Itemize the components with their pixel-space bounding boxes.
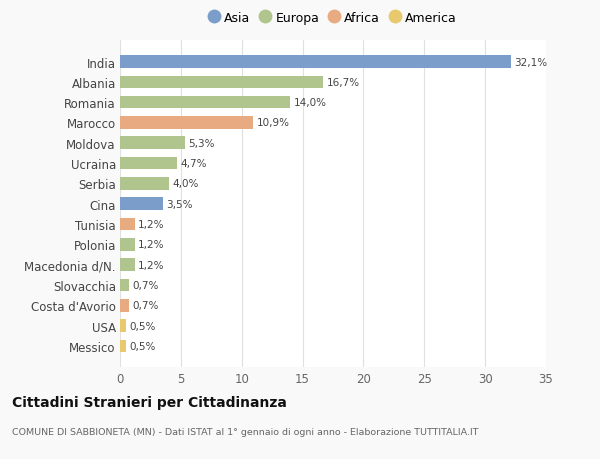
Text: 0,5%: 0,5%: [130, 341, 156, 351]
Text: 5,3%: 5,3%: [188, 139, 215, 148]
Text: 1,2%: 1,2%: [138, 240, 165, 250]
Text: 0,7%: 0,7%: [132, 301, 158, 311]
Bar: [120, 97, 290, 109]
Bar: [120, 299, 128, 312]
Bar: [120, 319, 126, 332]
Text: 10,9%: 10,9%: [256, 118, 289, 128]
Legend: Asia, Europa, Africa, America: Asia, Europa, Africa, America: [209, 11, 457, 25]
Bar: [120, 137, 185, 150]
Text: 4,0%: 4,0%: [172, 179, 199, 189]
Text: 1,2%: 1,2%: [138, 260, 165, 270]
Text: 0,5%: 0,5%: [130, 321, 156, 331]
Text: 32,1%: 32,1%: [514, 57, 547, 67]
Text: Cittadini Stranieri per Cittadinanza: Cittadini Stranieri per Cittadinanza: [12, 395, 287, 409]
Bar: [120, 198, 163, 211]
Bar: [120, 178, 169, 190]
Bar: [120, 259, 134, 271]
Text: 0,7%: 0,7%: [132, 280, 158, 290]
Text: 1,2%: 1,2%: [138, 219, 165, 230]
Bar: [120, 239, 134, 251]
Bar: [120, 56, 511, 69]
Bar: [120, 279, 128, 291]
Bar: [120, 76, 323, 89]
Text: COMUNE DI SABBIONETA (MN) - Dati ISTAT al 1° gennaio di ogni anno - Elaborazione: COMUNE DI SABBIONETA (MN) - Dati ISTAT a…: [12, 427, 479, 436]
Bar: [120, 157, 177, 170]
Bar: [120, 117, 253, 129]
Text: 14,0%: 14,0%: [294, 98, 327, 108]
Text: 3,5%: 3,5%: [166, 199, 193, 209]
Text: 4,7%: 4,7%: [181, 159, 208, 169]
Bar: [120, 218, 134, 231]
Bar: [120, 340, 126, 353]
Text: 16,7%: 16,7%: [327, 78, 360, 88]
